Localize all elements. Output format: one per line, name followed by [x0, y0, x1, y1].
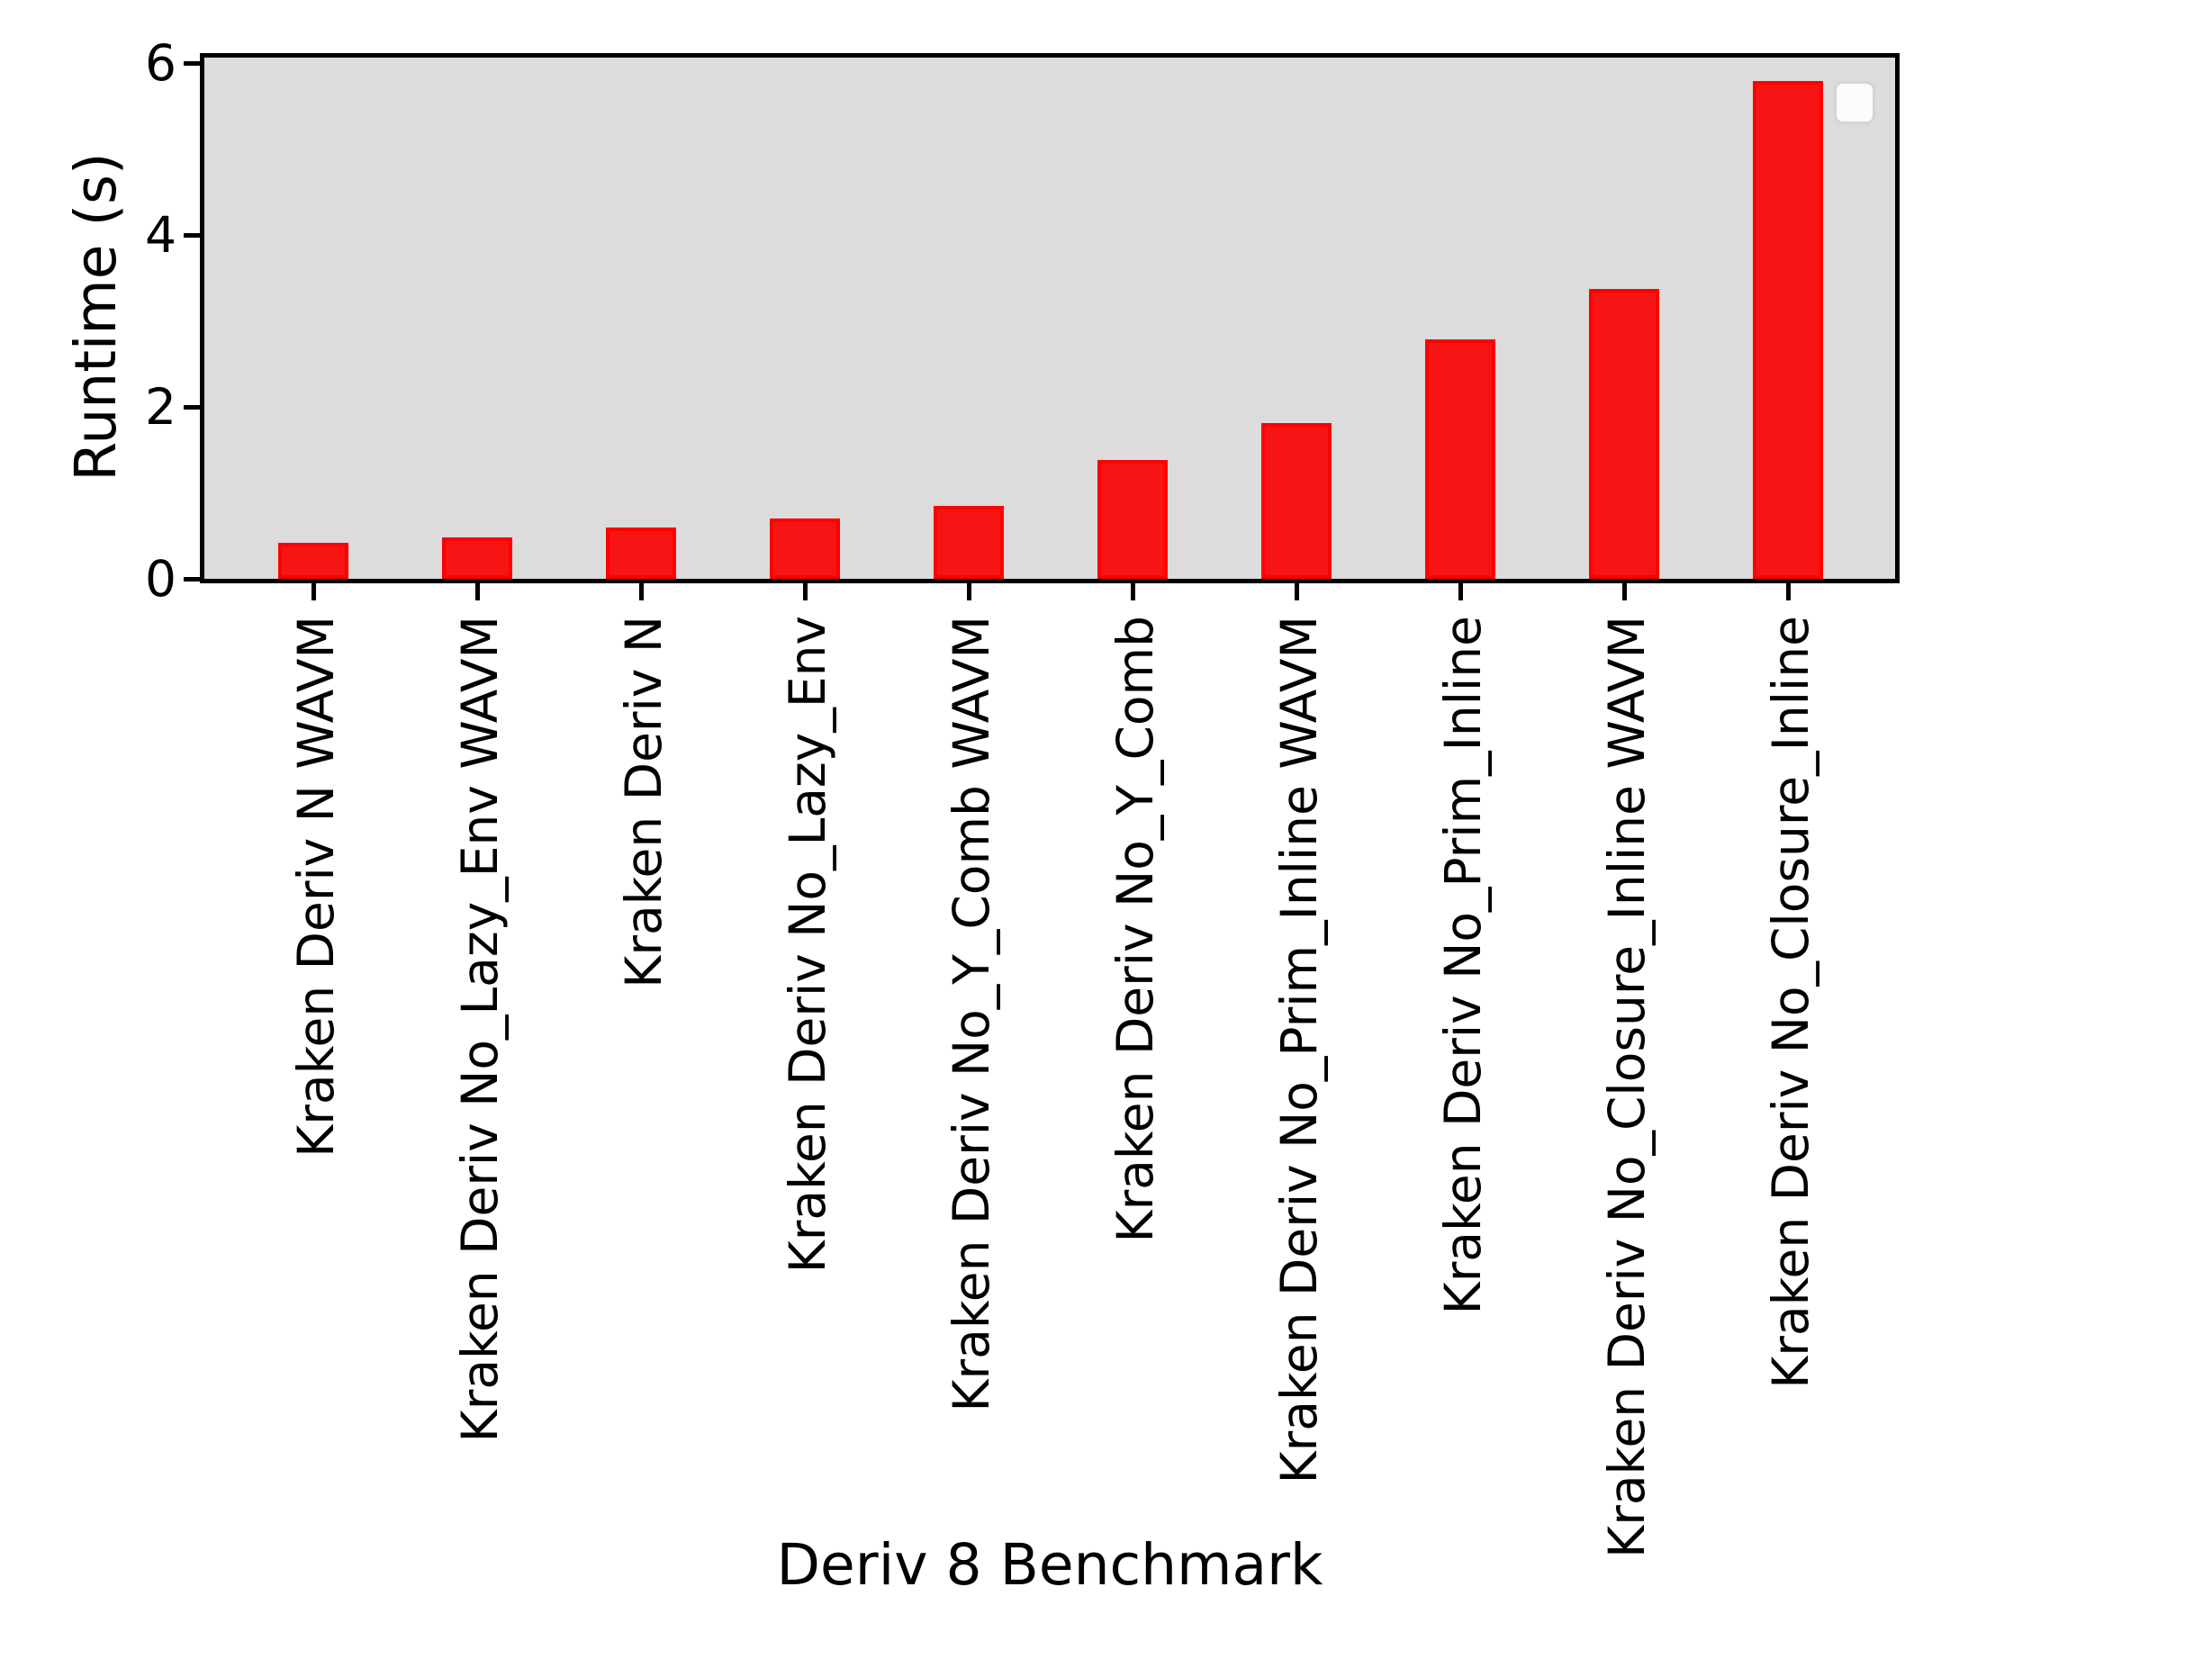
x-tick	[967, 583, 971, 600]
x-tick	[311, 583, 316, 600]
bar	[1425, 339, 1495, 579]
bar	[1261, 423, 1332, 579]
x-tick	[1458, 583, 1463, 600]
y-tick	[184, 577, 201, 582]
y-tick-label: 0	[145, 550, 176, 608]
x-tick-label-text: Kraken Deriv No_Closure_Inline WAVM	[1598, 616, 1656, 1558]
x-tick-label-text: Kraken Deriv No_Y_Comb WAVM	[943, 616, 1000, 1412]
x-tick-label-text: Kraken Deriv N WAVM	[287, 616, 345, 1158]
legend	[1834, 81, 1875, 124]
x-tick	[639, 583, 644, 600]
bar	[1753, 81, 1823, 579]
y-tick-label: 4	[145, 206, 176, 264]
x-tick-label-text: Kraken Deriv No_Closure_Inline	[1762, 616, 1819, 1389]
x-tick-label-text: Kraken Deriv No_Prim_Inline	[1434, 616, 1492, 1315]
bar	[934, 506, 1004, 579]
x-tick-label-text: Kraken Deriv N	[615, 616, 673, 988]
bar	[1589, 289, 1659, 579]
y-tick	[184, 233, 201, 238]
y-tick-label: 6	[145, 34, 176, 92]
x-tick	[1622, 583, 1627, 600]
x-tick-label-text: Kraken Deriv No_Lazy_Env	[779, 616, 836, 1274]
x-tick-label-text: Kraken Deriv No_Lazy_Env WAVM	[451, 616, 509, 1443]
x-tick-label-text: Kraken Deriv No_Y_Comb	[1106, 616, 1164, 1243]
x-tick	[1786, 583, 1791, 600]
y-tick	[184, 61, 201, 66]
bar	[1097, 460, 1168, 579]
x-tick	[1295, 583, 1299, 600]
bar	[278, 543, 348, 579]
bar	[770, 518, 840, 579]
bar	[606, 527, 676, 579]
x-tick	[475, 583, 480, 600]
y-tick-label: 2	[145, 378, 176, 436]
x-axis-title: Deriv 8 Benchmark	[776, 1532, 1323, 1598]
x-tick	[803, 583, 808, 600]
bar	[442, 537, 512, 579]
y-axis-title-text: Runtime (s)	[63, 152, 129, 482]
y-tick	[184, 405, 201, 410]
x-tick	[1131, 583, 1135, 600]
x-tick-label-text: Kraken Deriv No_Prim_Inline WAVM	[1270, 616, 1328, 1484]
